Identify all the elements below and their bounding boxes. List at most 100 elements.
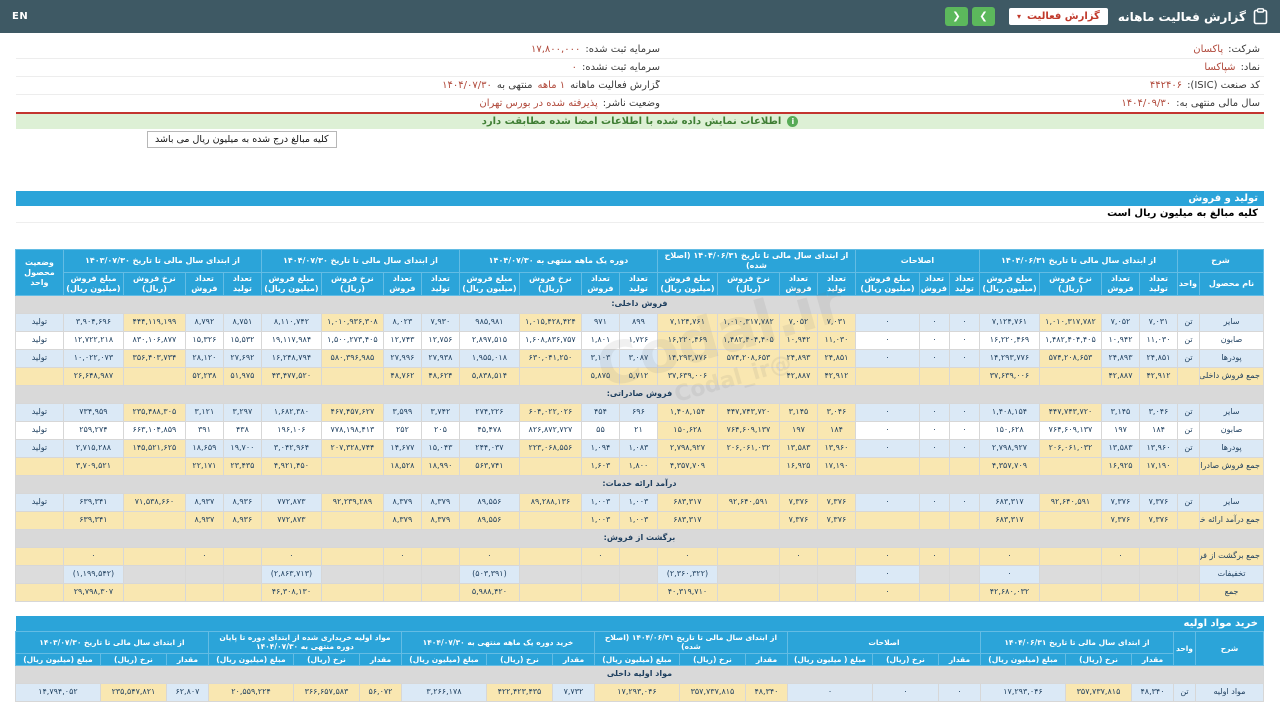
total-row-services: جمع درآمد ارائه خدمات۷,۳۷۶۷,۳۷۶۶۸۳,۳۱۷۷,… bbox=[14, 511, 1264, 530]
table-cell: ۱,۶۰۳ bbox=[580, 457, 620, 476]
table-cell: ۳۶۶,۶۵۷,۵۸۳ bbox=[292, 683, 360, 703]
table-cell: ۹۲,۶۴۰,۵۹۱ bbox=[1038, 493, 1102, 512]
table-cell: تن bbox=[1176, 439, 1201, 458]
table-cell bbox=[222, 565, 262, 584]
table-cell bbox=[918, 565, 950, 584]
column-header: نرخ (ریال) bbox=[1065, 652, 1132, 667]
group-row-domestic-materials: مواد اولیه داخلی bbox=[14, 665, 1265, 685]
table-cell: ۷,۳۷۶ bbox=[1100, 493, 1140, 512]
table-cell: ۱۸,۵۲۸ bbox=[382, 457, 422, 476]
table-cell: ۱۸,۶۵۹ bbox=[184, 439, 224, 458]
table-cell: برگشت از فروش: bbox=[14, 529, 1265, 548]
table-cell: ۶۸۳,۳۱۷ bbox=[978, 493, 1040, 512]
table-cell: ۱۱,۰۳۰ bbox=[1138, 331, 1178, 350]
table-cell: ۰ bbox=[937, 683, 981, 703]
column-header: تعداد فروش bbox=[778, 272, 818, 296]
table-cell: تخفیفات bbox=[1199, 565, 1264, 584]
table-cell: ۴۲,۹۱۲ bbox=[816, 367, 856, 386]
table-cell bbox=[816, 583, 856, 602]
column-group-header: از ابتدای سال مالی تا تاریخ ۱۴۰۴/۰۶/۳۱ bbox=[979, 631, 1175, 654]
table-cell: ۷۱,۵۳۸,۶۶۰ bbox=[122, 493, 186, 512]
table-cell: ۲۴,۸۹۳ bbox=[778, 349, 818, 368]
table-cell: ۱,۰۱۵,۴۲۸,۴۲۴ bbox=[518, 313, 582, 332]
symbol-value[interactable]: شپاکسا bbox=[1204, 62, 1236, 73]
table-cell: ۴۳۸ bbox=[222, 421, 262, 440]
table-cell bbox=[420, 565, 460, 584]
table-cell: ۲۳,۴۳۵ bbox=[222, 457, 262, 476]
company-value[interactable]: پاکسان bbox=[1193, 44, 1224, 55]
table-cell: سایر bbox=[1199, 493, 1264, 512]
table-cell bbox=[382, 565, 422, 584]
table-cell: ۲۰۶,۰۶۱,۰۳۲ bbox=[1038, 439, 1102, 458]
table-cell: ۰ bbox=[918, 547, 950, 566]
table-cell: ۱۷,۲۹۳,۰۴۶ bbox=[593, 683, 680, 703]
column-group-header: مواد اولیه خریداری شده از ابتدای دوره تا… bbox=[207, 631, 402, 654]
table-cell: ۰ bbox=[580, 547, 620, 566]
table-cell: ۱,۸۰۱ bbox=[580, 331, 620, 350]
table-cell: ۵۷۴,۲۰۸,۶۵۳ bbox=[1038, 349, 1102, 368]
table-cell: ۳,۱۰۳ bbox=[580, 349, 620, 368]
table-cell: جمع درآمد ارائه خدمات bbox=[1199, 511, 1264, 530]
table-cell: ۴۲,۸۸۷ bbox=[778, 367, 818, 386]
language-toggle[interactable]: EN bbox=[12, 11, 29, 22]
table-cell: (۱,۱۹۹,۵۴۲) bbox=[62, 565, 124, 584]
period-date: ۱۴۰۴/۰۷/۳۰ bbox=[442, 80, 492, 91]
table-cell bbox=[948, 583, 980, 602]
table-cell: ۳,۰۴۲,۹۶۴ bbox=[260, 439, 322, 458]
table-cell: ۲۰۷,۳۲۸,۷۴۴ bbox=[320, 439, 384, 458]
table-cell: ۸,۹۳۶ bbox=[222, 493, 262, 512]
table-cell: ۴۲۲,۴۲۳,۴۳۵ bbox=[485, 683, 553, 703]
table-cell: ۴۵۴ bbox=[580, 403, 620, 422]
info-row: نماد: شپاکسا سرمایه ثبت نشده: ۰ bbox=[16, 59, 1264, 77]
column-header: نرخ فروش (ریال) bbox=[518, 272, 582, 296]
table-cell: ۰ bbox=[854, 349, 920, 368]
table-cell: تولید bbox=[14, 313, 64, 332]
table-cell: ۶۹۶ bbox=[618, 403, 658, 422]
table-cell: ۱۸,۹۹۰ bbox=[420, 457, 460, 476]
report-type-dropdown[interactable]: گزارش فعالیت ▾ bbox=[1008, 8, 1108, 25]
period-prefix: گزارش فعالیت ماهانه bbox=[570, 80, 660, 91]
table-cell: ۴۶۷,۴۵۷,۶۲۷ bbox=[320, 403, 384, 422]
column-header: مبلغ فروش (میلیون ریال) bbox=[260, 272, 322, 296]
table-cell: ۴۸,۳۴۰ bbox=[1131, 683, 1174, 703]
table-cell: ۱۵,۵۳۲ bbox=[222, 331, 262, 350]
table-cell bbox=[918, 367, 950, 386]
table-cell: ۲,۸۹۷,۵۱۵ bbox=[458, 331, 520, 350]
table-cell: ۹۲,۶۴۰,۵۹۱ bbox=[716, 493, 780, 512]
unregistered-capital-value: ۰ bbox=[571, 62, 578, 73]
table-cell: ۲۱ bbox=[618, 421, 658, 440]
table-cell: ۳,۲۶۶,۱۷۸ bbox=[400, 683, 487, 703]
table-cell: ۴۸,۷۶۲ bbox=[382, 367, 422, 386]
column-header: مبلغ ( میلیون ریال) bbox=[786, 652, 873, 667]
total-row-domestic: جمع فروش داخلی ۴۲,۹۱۲ ۴۲,۸۸۷ ۳۷,۶۳۹,۰۰۶ ۴۲,۹… bbox=[14, 367, 1264, 386]
table-cell: ۰ bbox=[918, 403, 950, 422]
data-row-domestic-other: سایر تن ۷,۰۳۱ ۷,۰۵۲ ۱,۰۱۰,۳۱۷,۷۸۲ ۷,۱۲۴,۷۶۱ ۰ ۰… bbox=[14, 313, 1264, 332]
column-group-header: از ابتدای سال مالی تا تاریخ ۱۴۰۴/۰۶/۳۱ bbox=[978, 249, 1178, 273]
table-cell: ۱,۰۱۰,۹۳۶,۳۰۸ bbox=[320, 313, 384, 332]
notice-text: اطلاعات نمایش داده شده با اطلاعات امضا ش… bbox=[481, 116, 782, 127]
table-cell bbox=[1038, 457, 1102, 476]
discount-row: تخفیفات ۰ ۰ (۲,۳۶۰,۳۲۲) (۵۰۳,۳۹۱) (۲,۸۶۳,۷۱۳)… bbox=[14, 565, 1264, 584]
table-cell: جمع فروش صادراتی bbox=[1199, 457, 1264, 476]
table-cell: ۱,۰۰۳ bbox=[580, 511, 620, 530]
table-cell: ۸۹۹ bbox=[618, 313, 658, 332]
column-group-header: خرید دوره یک ماهه منتهی به ۱۴۰۴/۰۷/۳۰ bbox=[400, 631, 595, 654]
table-cell bbox=[122, 547, 186, 566]
table-cell bbox=[122, 511, 186, 530]
table-cell: ۱۹,۱۱۷,۹۸۴ bbox=[260, 331, 322, 350]
table-cell: ۴۳,۴۷۷,۵۲۰ bbox=[260, 367, 322, 386]
column-group-header: از ابتدای سال مالی تا تاریخ ۱۴۰۳/۰۷/۳۰ bbox=[14, 631, 209, 654]
table-cell bbox=[320, 457, 384, 476]
table-cell bbox=[778, 583, 818, 602]
table-cell: ۸,۳۷۹ bbox=[382, 493, 422, 512]
table-cell: ۴۰,۳۱۹,۷۱۰ bbox=[656, 583, 718, 602]
table-cell: ۷۶۴,۶۰۹,۱۳۷ bbox=[1038, 421, 1102, 440]
next-report-button[interactable]: ❯ bbox=[971, 7, 995, 26]
table-cell: ۱۹۷ bbox=[778, 421, 818, 440]
column-header: تعداد فروش bbox=[184, 272, 224, 296]
table-cell: ۱۴,۷۹۴,۰۵۲ bbox=[14, 683, 101, 703]
prev-report-button[interactable]: ❮ bbox=[944, 7, 968, 26]
table-cell: ۶۳۹,۳۴۱ bbox=[62, 511, 124, 530]
table-cell: ۵۸۰,۳۹۶,۹۸۵ bbox=[320, 349, 384, 368]
column-header: مقدار bbox=[358, 652, 402, 667]
